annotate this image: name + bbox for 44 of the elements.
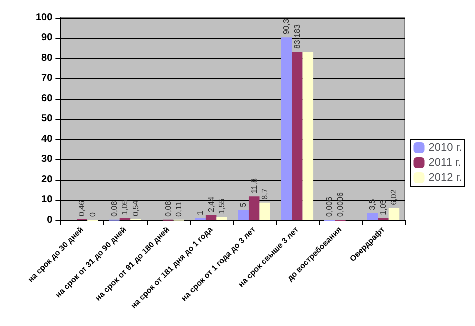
- data-label: 0: [88, 212, 98, 217]
- y-tick-label: 100: [36, 12, 54, 24]
- legend-label: 2011 г.: [428, 157, 462, 169]
- data-label: 5: [239, 202, 248, 208]
- y-tick-label: 70: [42, 73, 54, 84]
- data-label: 8,7: [260, 188, 270, 200]
- legend-label: 2010 г.: [428, 142, 462, 154]
- y-tick-label: 0: [47, 214, 54, 226]
- data-label: 0,08: [110, 200, 119, 217]
- bar: [248, 196, 260, 220]
- y-tick-label: 10: [42, 194, 54, 206]
- bar: [238, 210, 249, 220]
- data-label: 0,46: [78, 200, 87, 216]
- y-tick-label: 80: [42, 52, 54, 64]
- data-label: 0,08: [164, 200, 173, 217]
- bar: [206, 216, 217, 220]
- data-label: 2,44: [206, 196, 216, 213]
- data-label: 0,0006: [336, 192, 345, 217]
- bar: [260, 202, 270, 220]
- bar: [302, 52, 314, 220]
- legend-label: 2012 г.: [428, 172, 462, 184]
- data-label: 83,183: [292, 24, 302, 50]
- data-label: 1,05: [378, 199, 388, 216]
- y-tick-label: 50: [42, 114, 54, 125]
- data-label: 3,5: [368, 198, 378, 210]
- data-label: 1,55: [218, 198, 227, 214]
- bar: [388, 208, 400, 220]
- data-label: 1,05: [120, 199, 130, 216]
- bar: [216, 217, 228, 220]
- bar: [281, 38, 292, 220]
- y-tick-label: 20: [42, 174, 54, 186]
- data-label: 0,006: [325, 196, 334, 217]
- y-tick-label: 40: [42, 134, 54, 145]
- data-label: 6,02: [390, 189, 399, 206]
- data-label: 1: [196, 210, 206, 216]
- data-label: 11,8: [250, 178, 259, 194]
- data-label: 0,11: [174, 201, 184, 217]
- y-tick-label: 30: [42, 154, 54, 166]
- bar: [292, 52, 303, 220]
- data-label: 90,3: [282, 18, 292, 35]
- bar: [367, 213, 378, 220]
- data-label: 0,54: [132, 200, 141, 216]
- y-tick-label: 60: [42, 93, 54, 104]
- y-tick-label: 90: [42, 32, 54, 44]
